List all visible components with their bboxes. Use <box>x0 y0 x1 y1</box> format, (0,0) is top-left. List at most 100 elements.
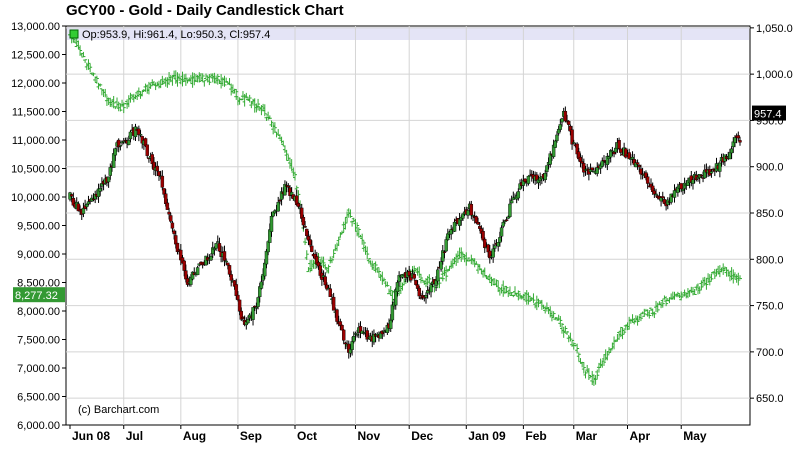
candle-body <box>286 185 290 188</box>
x-axis-tick-label: Feb <box>525 429 546 443</box>
candle-body <box>328 288 332 297</box>
candle-body <box>246 319 250 324</box>
candle-body <box>499 227 504 237</box>
candle-body <box>355 334 359 336</box>
candle-body <box>501 222 505 227</box>
right-axis-tick-label: 1,050.0 <box>756 23 793 35</box>
candle-body <box>602 160 606 162</box>
candle-body <box>630 156 635 160</box>
candle-body <box>414 280 418 285</box>
candle-body <box>164 193 168 205</box>
candle-body <box>165 202 170 210</box>
candle-body <box>389 319 393 329</box>
candle-body <box>578 156 583 163</box>
left-axis-tick-label: 11,000.00 <box>12 135 60 147</box>
left-axis-tick-label: 6,000.00 <box>17 420 60 432</box>
candle-body <box>481 231 485 241</box>
candle-body <box>111 153 116 168</box>
candle-body <box>493 245 497 249</box>
x-axis-tick-label: Mar <box>576 429 598 443</box>
x-axis-tick-label: Jun 08 <box>72 429 110 443</box>
candle-body <box>133 126 138 138</box>
candle-body <box>127 140 131 145</box>
candle-body <box>498 237 502 243</box>
right-axis-tick-label: 750.0 <box>756 301 784 313</box>
candle-body <box>580 161 584 164</box>
candle-body <box>227 265 232 275</box>
candle-body <box>209 255 213 261</box>
candle-body <box>637 165 641 168</box>
candle-body <box>617 140 621 149</box>
candle-body <box>394 289 398 306</box>
candle-body <box>224 260 228 263</box>
candle-body <box>659 197 663 202</box>
candle-body <box>234 284 238 296</box>
left-axis-tick-label: 7,500.00 <box>17 335 60 347</box>
candle-body <box>108 167 113 176</box>
candle-body <box>278 199 282 202</box>
candle-body <box>679 183 683 190</box>
candle-body <box>600 160 605 167</box>
candle-body <box>239 310 243 320</box>
candle-body <box>444 239 448 252</box>
left-last-value-label: 8,277.32 <box>15 290 58 302</box>
candle-body <box>709 171 714 174</box>
left-last-value-badge <box>13 287 65 303</box>
candle-body <box>555 134 559 141</box>
candle-body <box>474 216 479 224</box>
candle-body <box>185 278 190 285</box>
candle-body <box>256 297 260 307</box>
right-axis-tick-label: 700.0 <box>756 347 784 359</box>
candle-body <box>69 194 74 197</box>
right-axis-tick-label: 850.0 <box>756 208 784 220</box>
candle-body <box>118 145 123 147</box>
candle-body <box>352 336 356 342</box>
candle-body <box>343 342 348 345</box>
candle-body <box>567 120 571 125</box>
candle-body <box>560 118 564 123</box>
candle-body <box>350 341 354 350</box>
candle-body <box>610 150 615 153</box>
candle-body <box>226 262 230 266</box>
candle-body <box>98 188 102 192</box>
candle-body <box>169 215 173 222</box>
candle-body <box>526 175 531 184</box>
candle-body <box>214 243 218 249</box>
candle-body <box>491 248 495 258</box>
legend-swatch <box>69 29 79 39</box>
candle-body <box>160 175 165 188</box>
x-axis-tick-label: Dec <box>411 429 433 443</box>
candle-body <box>342 329 346 341</box>
candle-body <box>619 148 623 153</box>
candle-body <box>145 144 149 156</box>
candle-body <box>182 260 186 271</box>
candle-body <box>316 262 321 267</box>
candle-body <box>509 200 514 204</box>
candle-body <box>106 176 111 183</box>
candle-body <box>516 191 521 199</box>
x-axis-tick-label: Jul <box>126 429 143 443</box>
candle-body <box>155 165 160 172</box>
candle-body <box>595 167 599 174</box>
last-price-badge <box>752 105 786 121</box>
candle-body <box>308 239 312 246</box>
x-axis-tick-label: Apr <box>629 429 650 443</box>
candle-body <box>478 226 482 229</box>
candle-body <box>582 163 586 173</box>
candle-body <box>672 190 677 198</box>
left-axis-tick-label: 13,000.00 <box>11 21 60 33</box>
candle-body <box>266 241 270 253</box>
candle-body <box>195 267 200 276</box>
candle-body <box>682 182 687 189</box>
candle-body <box>85 203 89 208</box>
candle-body <box>190 271 195 280</box>
candle-body <box>417 287 421 297</box>
left-axis-tick-label: 6,500.00 <box>17 392 60 404</box>
candle-body <box>251 307 255 320</box>
candle-body <box>476 222 480 225</box>
candle-body <box>157 171 161 177</box>
left-axis-tick-label: 7,000.00 <box>17 363 60 375</box>
candle-body <box>699 174 704 177</box>
